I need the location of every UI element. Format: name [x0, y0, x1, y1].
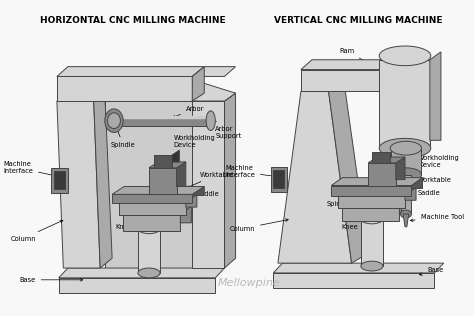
Polygon shape [342, 207, 400, 221]
Text: Column: Column [10, 220, 63, 241]
Text: Spindle: Spindle [327, 201, 398, 213]
Text: Arbor: Arbor [173, 106, 204, 118]
Polygon shape [154, 155, 172, 168]
Text: Workholding
Device: Workholding Device [166, 135, 216, 160]
Ellipse shape [105, 109, 123, 132]
Polygon shape [180, 206, 191, 223]
Ellipse shape [361, 261, 383, 271]
Polygon shape [149, 162, 186, 168]
Polygon shape [112, 186, 204, 194]
Text: Knee: Knee [341, 213, 369, 230]
Polygon shape [401, 175, 410, 214]
Polygon shape [342, 199, 410, 207]
Ellipse shape [138, 224, 160, 234]
Polygon shape [379, 60, 430, 148]
Text: Base: Base [19, 277, 83, 283]
Polygon shape [405, 187, 416, 200]
Polygon shape [149, 168, 177, 194]
Polygon shape [391, 148, 420, 175]
Text: Worktable: Worktable [415, 177, 452, 187]
Polygon shape [368, 157, 405, 163]
Polygon shape [301, 60, 409, 70]
Text: Arbor
Support: Arbor Support [213, 121, 242, 139]
Text: VERTICAL CNC MILLING MACHINE: VERTICAL CNC MILLING MACHINE [274, 16, 442, 25]
Text: Machine Tool: Machine Tool [410, 214, 464, 222]
Ellipse shape [109, 111, 119, 131]
Polygon shape [192, 67, 236, 76]
Ellipse shape [390, 168, 421, 182]
Polygon shape [331, 185, 411, 196]
Text: Ram: Ram [339, 48, 376, 68]
Text: Worktable: Worktable [186, 172, 234, 188]
Bar [51, 168, 68, 193]
Polygon shape [403, 214, 409, 227]
Text: Base: Base [419, 267, 443, 275]
Polygon shape [192, 186, 204, 195]
Text: Machine
Interface: Machine Interface [225, 165, 282, 178]
Ellipse shape [361, 214, 383, 224]
Polygon shape [400, 199, 410, 213]
Polygon shape [123, 214, 180, 231]
Text: Column: Column [229, 219, 288, 232]
Bar [54, 171, 65, 189]
Bar [273, 170, 284, 188]
Ellipse shape [138, 268, 160, 278]
Text: Workholding
Device: Workholding Device [399, 155, 460, 170]
Polygon shape [94, 93, 236, 101]
Ellipse shape [206, 111, 215, 131]
Polygon shape [186, 194, 197, 207]
Ellipse shape [401, 210, 411, 218]
Text: Mellowpine: Mellowpine [218, 278, 281, 288]
Polygon shape [396, 157, 405, 179]
Text: Saddle: Saddle [189, 191, 219, 199]
Polygon shape [112, 194, 192, 203]
Polygon shape [118, 194, 197, 202]
Polygon shape [398, 60, 409, 91]
Bar [271, 167, 287, 192]
Polygon shape [225, 93, 236, 268]
Ellipse shape [108, 113, 120, 129]
Polygon shape [273, 263, 444, 273]
Polygon shape [138, 229, 160, 273]
Polygon shape [59, 268, 225, 278]
Polygon shape [94, 93, 112, 268]
Text: Spindle: Spindle [111, 124, 136, 148]
Polygon shape [57, 76, 192, 101]
Polygon shape [192, 101, 225, 268]
Polygon shape [368, 163, 396, 185]
Polygon shape [273, 273, 435, 288]
Ellipse shape [379, 46, 431, 66]
Polygon shape [118, 202, 186, 215]
Polygon shape [192, 67, 204, 101]
Polygon shape [114, 116, 210, 125]
Polygon shape [192, 83, 236, 101]
Polygon shape [59, 278, 215, 293]
Polygon shape [338, 195, 405, 208]
Polygon shape [372, 152, 390, 163]
Polygon shape [331, 178, 422, 185]
Polygon shape [430, 52, 441, 140]
Polygon shape [57, 67, 204, 76]
Ellipse shape [390, 141, 421, 155]
Polygon shape [57, 101, 100, 268]
Polygon shape [177, 162, 186, 186]
Text: Knee: Knee [116, 216, 146, 230]
Text: Machine
Interface: Machine Interface [3, 161, 61, 178]
Polygon shape [361, 219, 383, 266]
Polygon shape [301, 70, 398, 91]
Polygon shape [172, 150, 179, 162]
Polygon shape [328, 83, 368, 263]
Polygon shape [338, 187, 416, 195]
Polygon shape [278, 91, 352, 263]
Polygon shape [105, 93, 225, 268]
Text: Saddle: Saddle [412, 190, 441, 198]
Polygon shape [123, 206, 191, 214]
Polygon shape [114, 116, 210, 119]
Ellipse shape [379, 138, 431, 158]
Text: HORIZONTAL CNC MILLING MACHINE: HORIZONTAL CNC MILLING MACHINE [40, 16, 225, 25]
Polygon shape [411, 178, 422, 188]
